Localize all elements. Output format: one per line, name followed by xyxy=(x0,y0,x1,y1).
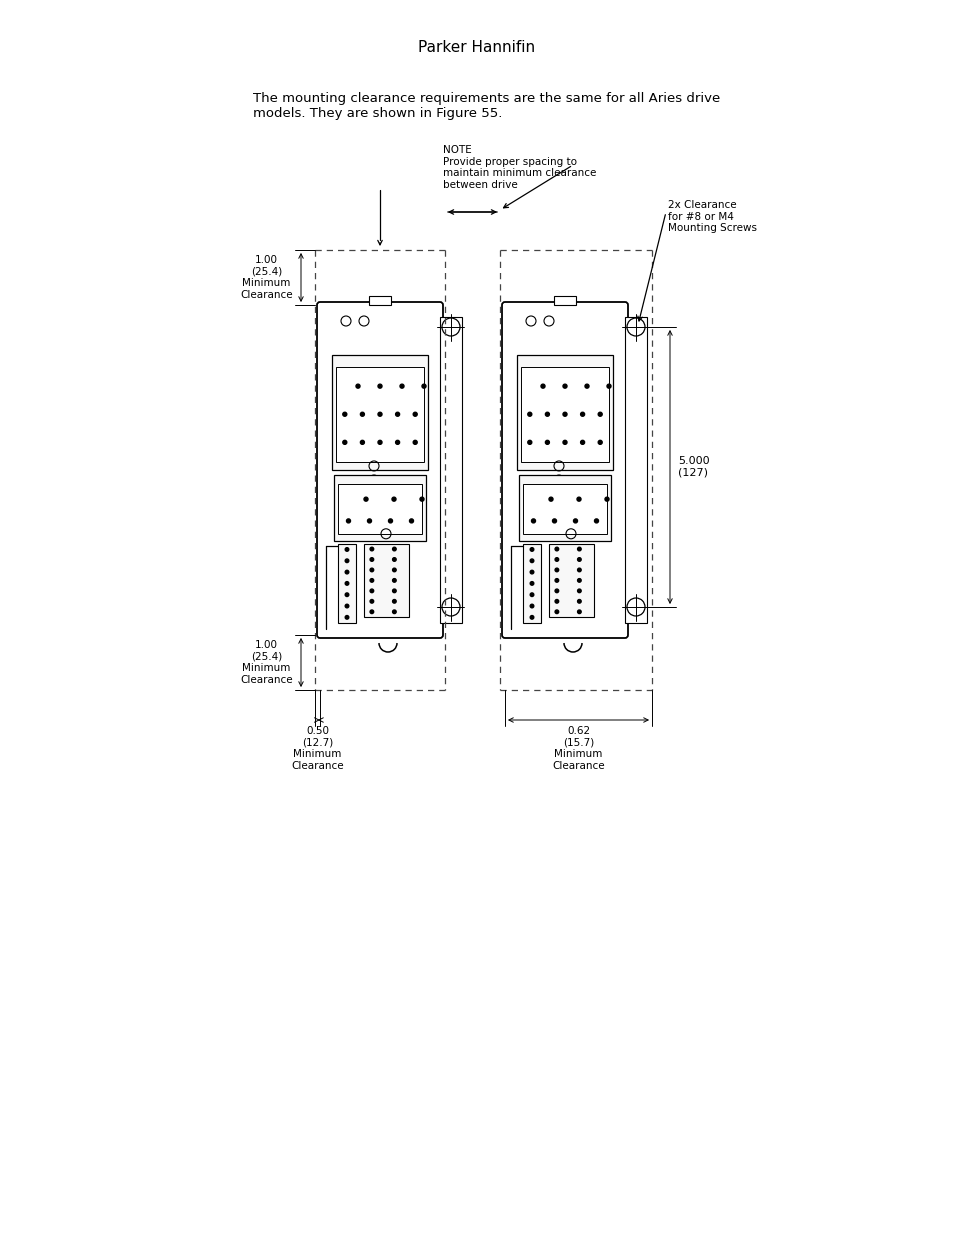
Circle shape xyxy=(530,593,534,597)
Circle shape xyxy=(393,599,395,603)
Circle shape xyxy=(540,384,544,388)
Circle shape xyxy=(577,599,580,603)
Circle shape xyxy=(555,599,558,603)
Text: NOTE
Provide proper spacing to
maintain minimum clearance
between drive: NOTE Provide proper spacing to maintain … xyxy=(442,144,596,190)
Bar xyxy=(337,543,355,622)
Circle shape xyxy=(531,519,535,522)
Bar xyxy=(364,543,409,618)
Bar xyxy=(624,317,646,622)
Circle shape xyxy=(562,384,566,388)
Bar xyxy=(337,484,421,534)
Circle shape xyxy=(555,579,558,582)
Circle shape xyxy=(594,519,598,522)
Circle shape xyxy=(393,579,395,582)
Circle shape xyxy=(395,412,399,416)
Circle shape xyxy=(419,498,423,501)
Bar xyxy=(522,543,540,622)
Circle shape xyxy=(545,412,549,416)
Circle shape xyxy=(399,384,403,388)
Circle shape xyxy=(360,441,364,445)
Circle shape xyxy=(584,384,588,388)
Circle shape xyxy=(345,604,349,608)
Bar xyxy=(520,367,608,462)
Text: 2x Clearance
for #8 or M4
Mounting Screws: 2x Clearance for #8 or M4 Mounting Screw… xyxy=(667,200,757,233)
Circle shape xyxy=(413,412,416,416)
Circle shape xyxy=(577,610,580,614)
Circle shape xyxy=(370,558,374,561)
Text: 0.50
(12.7)
Minimum
Clearance: 0.50 (12.7) Minimum Clearance xyxy=(291,726,343,771)
Circle shape xyxy=(342,441,347,445)
Circle shape xyxy=(555,547,558,551)
Bar xyxy=(548,543,594,618)
Circle shape xyxy=(552,519,556,522)
Circle shape xyxy=(530,547,534,551)
Bar xyxy=(357,543,409,622)
Circle shape xyxy=(555,610,558,614)
Circle shape xyxy=(530,604,534,608)
Circle shape xyxy=(345,559,349,563)
Circle shape xyxy=(367,519,371,522)
Circle shape xyxy=(545,441,549,445)
Circle shape xyxy=(580,412,584,416)
Bar xyxy=(332,354,428,471)
Circle shape xyxy=(548,498,553,501)
Circle shape xyxy=(346,519,350,522)
Circle shape xyxy=(527,412,531,416)
Circle shape xyxy=(393,558,395,561)
Bar xyxy=(335,367,423,462)
Circle shape xyxy=(580,441,584,445)
Circle shape xyxy=(370,579,374,582)
Circle shape xyxy=(393,568,395,572)
Circle shape xyxy=(393,589,395,593)
Circle shape xyxy=(577,589,580,593)
Circle shape xyxy=(530,615,534,619)
Circle shape xyxy=(598,441,601,445)
Circle shape xyxy=(370,568,374,572)
Circle shape xyxy=(555,589,558,593)
Circle shape xyxy=(342,412,347,416)
Circle shape xyxy=(409,519,413,522)
Circle shape xyxy=(530,559,534,563)
Circle shape xyxy=(345,571,349,574)
Bar xyxy=(522,484,606,534)
Circle shape xyxy=(370,599,374,603)
Circle shape xyxy=(527,441,531,445)
Bar xyxy=(334,475,426,541)
Circle shape xyxy=(393,610,395,614)
Circle shape xyxy=(355,384,359,388)
Circle shape xyxy=(395,441,399,445)
Circle shape xyxy=(577,547,580,551)
Bar xyxy=(517,354,613,471)
Circle shape xyxy=(573,519,577,522)
Circle shape xyxy=(392,498,395,501)
Circle shape xyxy=(345,547,349,551)
Circle shape xyxy=(577,579,580,582)
FancyBboxPatch shape xyxy=(501,303,627,638)
Circle shape xyxy=(577,558,580,561)
FancyBboxPatch shape xyxy=(316,303,442,638)
Bar xyxy=(369,296,391,305)
Circle shape xyxy=(606,384,610,388)
Circle shape xyxy=(604,498,608,501)
Bar xyxy=(554,296,576,305)
Circle shape xyxy=(377,441,381,445)
Circle shape xyxy=(577,498,580,501)
Circle shape xyxy=(377,384,381,388)
Text: The mounting clearance requirements are the same for all Aries drive
models. The: The mounting clearance requirements are … xyxy=(253,91,720,120)
Circle shape xyxy=(370,610,374,614)
Circle shape xyxy=(345,615,349,619)
Circle shape xyxy=(577,568,580,572)
Text: 0.62
(15.7)
Minimum
Clearance: 0.62 (15.7) Minimum Clearance xyxy=(552,726,604,771)
Circle shape xyxy=(377,412,381,416)
Bar xyxy=(542,543,594,622)
Text: 1.00
(25.4)
Minimum
Clearance: 1.00 (25.4) Minimum Clearance xyxy=(240,256,293,300)
Circle shape xyxy=(562,441,566,445)
Circle shape xyxy=(598,412,601,416)
Circle shape xyxy=(345,593,349,597)
Text: 1.00
(25.4)
Minimum
Clearance: 1.00 (25.4) Minimum Clearance xyxy=(240,640,293,685)
Circle shape xyxy=(530,571,534,574)
Circle shape xyxy=(562,412,566,416)
Circle shape xyxy=(364,498,368,501)
Circle shape xyxy=(388,519,392,522)
Circle shape xyxy=(360,412,364,416)
